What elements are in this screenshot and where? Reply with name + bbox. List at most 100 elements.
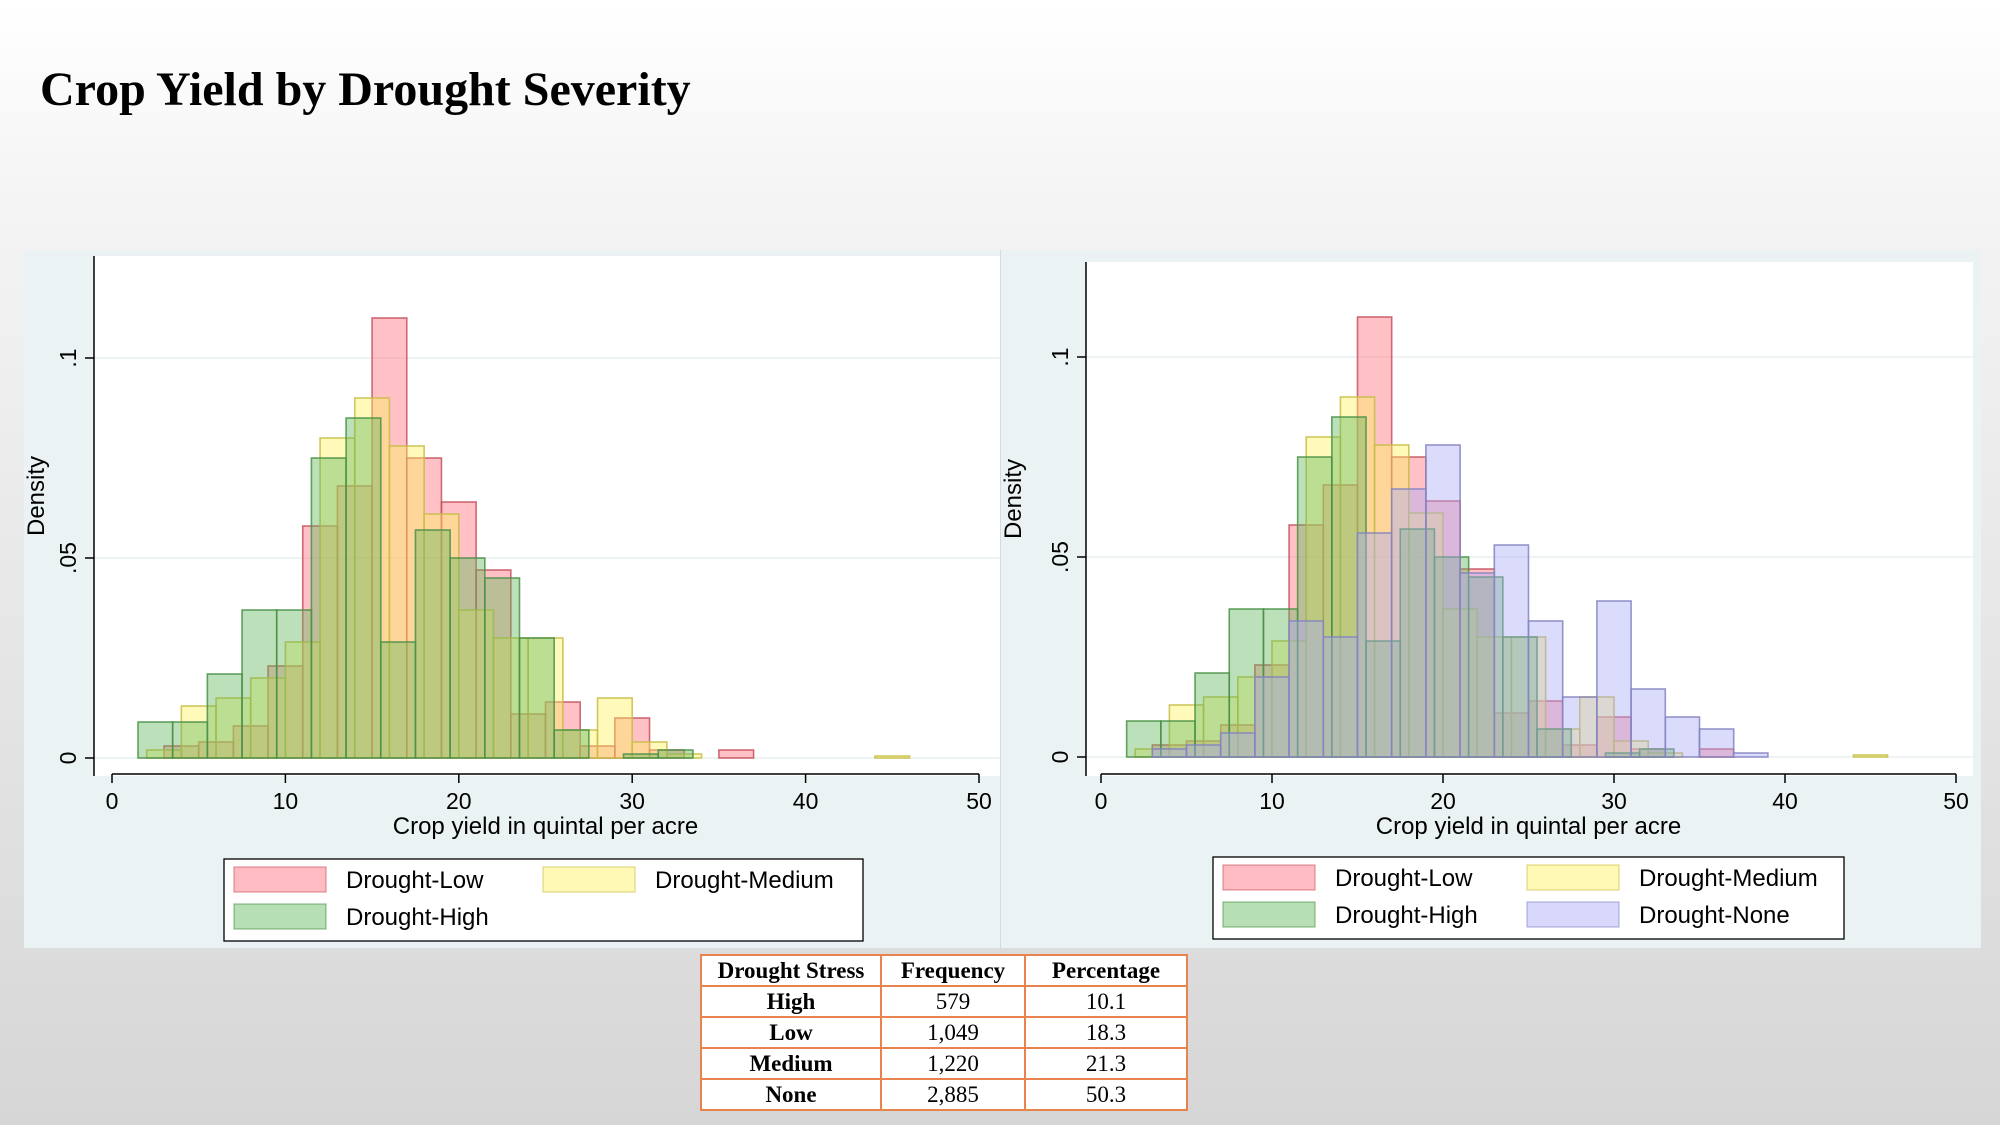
bar-drought-none: [1219, 732, 1256, 758]
bar-drought-high: [206, 673, 243, 759]
histogram-chart-right: 0 .05 .1 0 10 20 30 40 50 Crop yield in quintal p…: [1001, 262, 1973, 940]
legend: Drought-Low Drought-Medium Drought-High: [223, 858, 864, 942]
bar-drought-none: [1630, 688, 1667, 758]
plot-area: [1086, 262, 1973, 776]
bar-drought-none: [1288, 620, 1325, 758]
bar-drought-none: [1664, 716, 1701, 758]
bar-drought-high: [1331, 416, 1367, 758]
bar-drought-medium: [215, 697, 252, 759]
bar-drought-low: [718, 749, 755, 759]
row-label: None: [700, 1078, 882, 1111]
legend-label-drought-medium: Drought-Medium: [655, 867, 834, 894]
bar-drought-high: [1502, 636, 1538, 758]
x-tick-label: 50: [1943, 788, 1969, 814]
bar-drought-high: [1399, 528, 1436, 758]
row-label: High: [700, 985, 882, 1018]
legend-swatch-drought-high: [233, 903, 327, 930]
chart-panel-left: 0 .05 .1 0 10 20 30 40 50 Crop yield in quintal p…: [24, 250, 1024, 948]
y-tick-label: 0: [55, 752, 81, 765]
plot-area: [94, 256, 1019, 776]
bar-drought-medium: [874, 755, 911, 759]
x-tick-label: 10: [273, 788, 299, 814]
bar-drought-none: [1493, 544, 1530, 758]
y-tick-label: .05: [55, 542, 81, 574]
frequency-cell: 579: [880, 985, 1026, 1018]
bar-drought-none: [1527, 620, 1564, 758]
bar-drought-none: [1732, 752, 1769, 758]
table-row: Medium 1,220 21.3: [700, 1047, 1188, 1080]
drought-frequency-table: Drought Stress Frequency Percentage High…: [700, 954, 1188, 1111]
legend-box: [1212, 856, 1845, 940]
bar-drought-high: [1467, 576, 1504, 758]
row-label: Low: [700, 1016, 882, 1049]
percentage-cell: 10.1: [1024, 985, 1188, 1018]
legend-swatch-drought-medium: [1526, 864, 1620, 891]
y-axis-label: Density: [1001, 459, 1027, 539]
histogram-chart-left: 0 .05 .1 0 10 20 30 40 50 Crop yield in quintal p…: [24, 256, 1019, 942]
legend: Drought-Low Drought-Medium Drought-High Dro…: [1212, 856, 1845, 940]
x-tick-label: 20: [446, 788, 472, 814]
table-header-row: Drought Stress Frequency Percentage: [700, 954, 1188, 987]
percentage-cell: 21.3: [1024, 1047, 1188, 1080]
y-axis-label: Density: [24, 456, 50, 536]
bar-drought-high: [310, 457, 347, 759]
x-tick-label: 20: [1430, 788, 1456, 814]
bar-drought-high: [1125, 720, 1162, 758]
bar-drought-medium: [249, 677, 287, 759]
x-tick-label: 50: [966, 788, 992, 814]
x-axis-label: Crop yield in quintal per acre: [1376, 813, 1682, 840]
bar-drought-none: [1561, 696, 1598, 758]
column-header: Percentage: [1024, 954, 1188, 987]
bar-drought-high: [1262, 608, 1299, 758]
chart-panel-right: 0 .05 .1 0 10 20 30 40 50 Crop yield in quintal p…: [1000, 250, 1981, 948]
table-row: None 2,885 50.3: [700, 1078, 1188, 1111]
bar-drought-none: [1185, 744, 1222, 758]
column-header: Drought Stress: [700, 954, 882, 987]
legend-label-drought-low: Drought-Low: [1335, 865, 1473, 892]
series-drought-high: [137, 417, 694, 759]
legend-swatch-drought-none: [1526, 901, 1620, 928]
bar-drought-none: [1322, 636, 1359, 758]
x-axis-label: Crop yield in quintal per acre: [393, 813, 699, 840]
bar-drought-high: [622, 753, 660, 759]
legend-label-drought-medium: Drought-Medium: [1639, 865, 1818, 892]
frequency-cell: 1,049: [880, 1016, 1026, 1049]
x-tick-label: 40: [1772, 788, 1798, 814]
x-tick-label: 0: [106, 788, 119, 814]
bar-drought-medium: [457, 609, 495, 759]
bar-drought-high: [449, 557, 486, 759]
bar-drought-high: [657, 749, 694, 759]
bar-drought-none: [1698, 728, 1735, 758]
x-tick-label: 0: [1095, 788, 1108, 814]
bar-drought-medium: [388, 445, 425, 759]
row-label: Medium: [700, 1047, 882, 1080]
bar-drought-none: [1390, 488, 1427, 758]
page-title: Crop Yield by Drought Severity: [40, 63, 691, 116]
series-drought-none: [1151, 444, 1769, 758]
bar-drought-none: [1459, 572, 1496, 758]
x-tick-label: 30: [619, 788, 645, 814]
bar-drought-medium: [319, 437, 356, 759]
bar-drought-high: [137, 721, 174, 759]
bar-drought-none: [1356, 532, 1393, 758]
legend-label-drought-low: Drought-Low: [346, 867, 484, 894]
bar-drought-high: [345, 417, 382, 759]
bar-drought-high: [275, 609, 313, 759]
legend-swatch-drought-high: [1222, 901, 1316, 928]
bar-drought-high: [171, 721, 209, 759]
y-tick-label: .1: [55, 348, 81, 367]
legend-swatch-drought-low: [1222, 864, 1316, 891]
y-tick-label: .1: [1047, 347, 1073, 366]
percentage-cell: 50.3: [1024, 1078, 1188, 1111]
bar-drought-high: [1194, 672, 1231, 758]
bar-drought-none: [1596, 600, 1632, 758]
column-header: Frequency: [880, 954, 1026, 987]
legend-swatch-drought-medium: [542, 866, 636, 893]
bar-drought-high: [518, 637, 555, 759]
bar-drought-high: [1433, 556, 1470, 758]
bar-drought-high: [414, 529, 451, 759]
y-tick-label: 0: [1047, 751, 1073, 764]
bar-drought-high: [379, 641, 417, 759]
x-tick-label: 40: [793, 788, 819, 814]
bar-drought-high: [241, 609, 278, 759]
